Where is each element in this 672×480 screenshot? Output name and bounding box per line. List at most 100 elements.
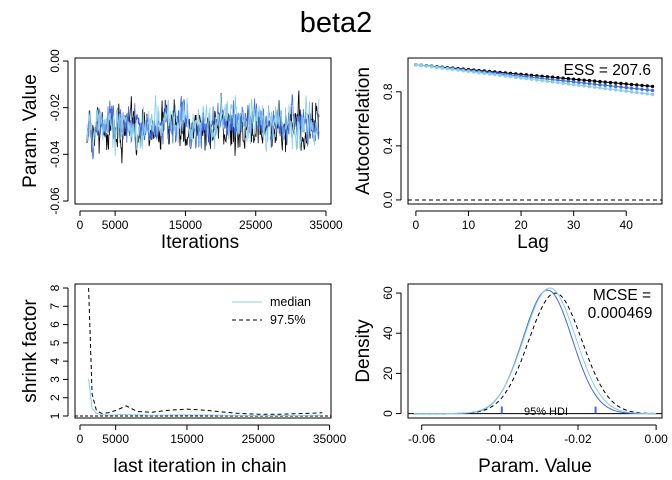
density-y-tick-label: 60 xyxy=(381,286,395,300)
acf-point-chain-3 xyxy=(461,69,465,73)
trace-x-tick-label: 25000 xyxy=(239,218,273,232)
mcse-label: MCSE = xyxy=(593,287,651,304)
acf-point-chain-3 xyxy=(445,67,450,71)
acf-point-chain-2 xyxy=(640,87,644,92)
acf-point-chain-3 xyxy=(540,78,544,83)
acf-point-chain-2 xyxy=(592,82,597,86)
acf-point-chain-3 xyxy=(514,75,518,80)
shrink-y-tick-label: 7 xyxy=(48,303,62,310)
mcse-value: 0.000469 xyxy=(588,305,653,322)
density-x-tick-label: -0.02 xyxy=(564,432,592,446)
autocorrelation-panel: 0 10 20 30 40 0.0 0.4 0.8 ESS = 207.6 Lag Autoc… xyxy=(353,57,663,253)
acf-point-chain-1 xyxy=(645,84,649,88)
legend-label-97-5: 97.5% xyxy=(270,313,305,327)
acf-point-chain-2 xyxy=(624,85,628,90)
acf-point-chain-2 xyxy=(603,83,607,88)
shrink-legend: median 97.5% xyxy=(232,295,311,327)
trace-y-tick-label: 0.00 xyxy=(48,49,62,73)
shrink-factor-panel: 0 5000 15000 25000 35000 1 2 3 4 5 6 7 8 median 97.5… xyxy=(20,283,347,477)
acf-point-chain-3 xyxy=(587,84,592,89)
acf-axes: 0 10 20 30 40 0.0 0.4 0.8 xyxy=(381,83,633,232)
density-y-tick-label: 40 xyxy=(381,326,395,340)
trace-y-tick-label: -0.06 xyxy=(48,187,62,215)
density-curve-chain-3 xyxy=(413,287,657,415)
acf-point-chain-3 xyxy=(440,66,444,70)
acf-point-chain-1 xyxy=(635,83,639,87)
acf-point-chain-1 xyxy=(640,83,644,88)
acf-point-chain-3 xyxy=(482,71,486,76)
acf-point-chain-3 xyxy=(645,92,649,96)
acf-point-chain-3 xyxy=(519,76,523,80)
acf-point-chain-2 xyxy=(571,80,576,84)
density-ylabel: Density xyxy=(353,319,374,383)
density-x-tick-label: 0.00 xyxy=(644,432,668,446)
acf-point-chain-3 xyxy=(545,79,550,83)
acf-y-tick-label: 0.4 xyxy=(381,137,395,154)
acf-point-chain-1 xyxy=(571,77,576,81)
acf-point-chain-3 xyxy=(624,89,628,93)
trace-axes: 0 5000 15000 25000 35000 -0.06 -0.04 -0.02 0.00 xyxy=(48,49,343,232)
acf-point-chain-2 xyxy=(550,77,555,82)
shrink-x-tick-label: 0 xyxy=(77,432,84,446)
acf-ylabel: Autocorrelation xyxy=(353,67,374,195)
acf-point-chain-1 xyxy=(582,78,586,82)
acf-point-chain-3 xyxy=(466,69,471,74)
acf-point-chain-3 xyxy=(566,82,571,86)
shrink-plot-frame xyxy=(74,283,332,419)
shrink-y-tick-label: 3 xyxy=(48,376,62,383)
density-axes: -0.06 -0.04 -0.02 0.00 0 20 40 60 xyxy=(381,286,668,446)
acf-point-chain-2 xyxy=(566,79,571,84)
acf-point-chain-3 xyxy=(498,73,502,78)
hdi-label: 95% HDI xyxy=(524,406,568,418)
density-xlabel: Param. Value xyxy=(478,456,592,477)
acf-point-chain-1 xyxy=(650,84,655,89)
acf-line-chain-1 xyxy=(415,64,653,87)
shrink-x-tick-label: 25000 xyxy=(242,432,276,446)
density-x-tick-label: -0.04 xyxy=(486,432,514,446)
acf-point-chain-1 xyxy=(598,79,602,84)
shrink-series-group xyxy=(75,287,331,417)
acf-point-chain-3 xyxy=(650,92,655,97)
acf-point-chain-3 xyxy=(592,85,597,89)
acf-point-chain-3 xyxy=(424,64,429,68)
trace-panel: 0 5000 15000 25000 35000-0.06-0.04-0.020.00 … xyxy=(20,49,343,253)
trace-ylabel: Param. Value xyxy=(20,74,41,188)
acf-x-tick-label: 20 xyxy=(514,218,528,232)
acf-x-tick-label: 0 xyxy=(413,218,420,232)
acf-point-chain-2 xyxy=(582,81,586,85)
acf-point-chain-3 xyxy=(550,80,555,84)
acf-point-chain-3 xyxy=(556,80,560,85)
acf-point-chain-3 xyxy=(487,72,492,76)
acf-point-chain-2 xyxy=(561,79,565,83)
acf-point-chain-1 xyxy=(577,77,581,82)
acf-point-chain-2 xyxy=(645,88,649,92)
acf-point-chain-3 xyxy=(456,68,460,72)
shrink-y-tick-label: 1 xyxy=(48,412,62,419)
acf-point-chain-1 xyxy=(624,82,628,86)
acf-point-chain-2 xyxy=(619,85,623,89)
shrink-y-tick-label: 5 xyxy=(48,339,62,346)
acf-xlabel: Lag xyxy=(517,232,549,253)
trace-xlabel: Iterations xyxy=(161,232,239,253)
shrink-xlabel: last iteration in chain xyxy=(113,456,286,477)
acf-point-chain-3 xyxy=(629,90,634,94)
shrink-y-tick-label: 4 xyxy=(48,357,62,364)
acf-point-chain-3 xyxy=(577,83,581,87)
acf-point-chain-1 xyxy=(550,75,555,79)
density-y-tick-label: 20 xyxy=(381,366,395,380)
acf-x-tick-label: 10 xyxy=(462,218,476,232)
shrink-axes: 0 5000 15000 25000 35000 1 2 3 4 5 6 7 8 xyxy=(48,284,347,446)
density-y-tick-label: 0 xyxy=(381,410,395,417)
acf-line-chain-3 xyxy=(415,64,653,95)
acf-point-chain-3 xyxy=(529,77,534,81)
acf-point-chain-1 xyxy=(561,76,565,80)
acf-point-chain-3 xyxy=(603,86,607,91)
acf-point-chain-3 xyxy=(419,63,423,68)
acf-point-chain-3 xyxy=(598,86,602,90)
shrink-x-tick-label: 35000 xyxy=(313,432,347,446)
density-panel: -0.06 -0.04 -0.02 0.00 0 20 40 60 MCSE = 0.0004… xyxy=(353,283,668,477)
shrink-ylabel: shrink factor xyxy=(20,299,41,403)
acf-point-chain-3 xyxy=(571,82,576,87)
acf-point-chain-3 xyxy=(477,70,481,75)
